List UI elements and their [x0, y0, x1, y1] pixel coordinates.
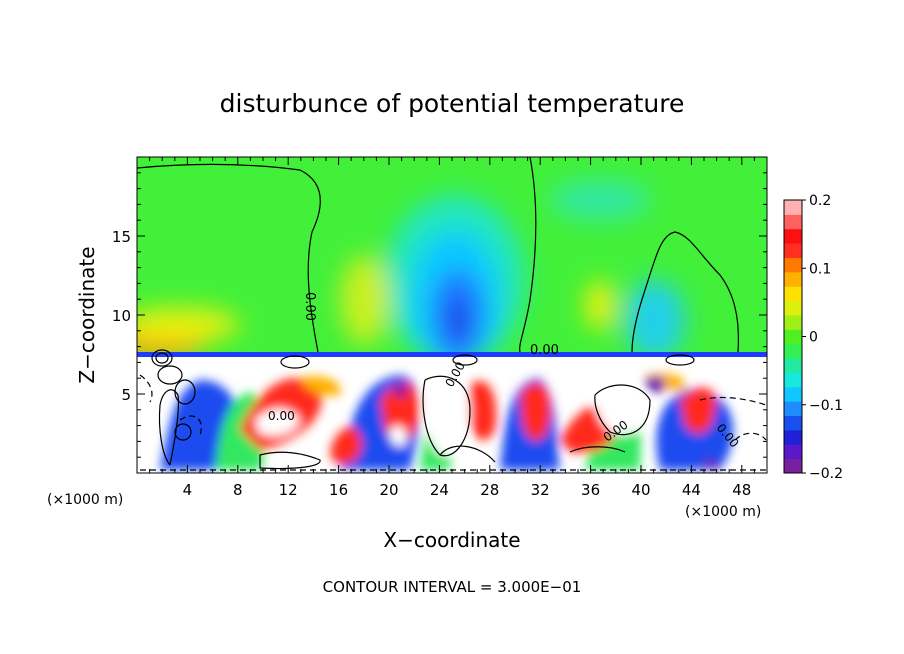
- cluster-ring-3: [157, 365, 183, 385]
- colorbar: 0.2 0.1 0 −0.1 −0.2: [783, 193, 843, 482]
- chart-title: disturbunce of potential temperature: [220, 89, 685, 118]
- yellow-patch-left: [137, 307, 240, 343]
- cyan-patch-top-right: [550, 180, 650, 220]
- x-tick-label: 36: [581, 481, 600, 499]
- y-tick-label: 15: [112, 228, 131, 246]
- colorbar-swatch: [784, 286, 802, 302]
- x-tick-label: 44: [682, 481, 701, 499]
- colorbar-swatch: [784, 401, 802, 417]
- colorbar-swatch: [784, 343, 802, 359]
- contour-cluster-mid: [280, 355, 310, 369]
- orange-edges: [300, 373, 686, 396]
- contour-lower-a: [158, 389, 180, 466]
- contour-label-lower-1: 0.00: [268, 409, 295, 423]
- contour-interval-footer: CONTOUR INTERVAL = 3.000E−01: [323, 578, 582, 596]
- colorbar-swatch: [784, 257, 802, 273]
- colorbar-swatch: [784, 429, 802, 445]
- cyan-patch-right: [625, 280, 685, 360]
- colorbar-swatch: [784, 300, 802, 316]
- x-axis: 4 8 12 16 20 24 28 32 36 40 44 48: [149, 157, 755, 499]
- colorbar-swatch: [784, 444, 802, 460]
- upper-field: [137, 180, 685, 370]
- contour-zero-left: [137, 163, 321, 353]
- x-tick-label: 28: [480, 481, 499, 499]
- contour-label-upper-right: 0.00: [530, 343, 559, 358]
- cluster-ring-4: [174, 379, 196, 405]
- colorbar-swatch: [784, 200, 802, 215]
- colorbar-swatch: [784, 386, 802, 402]
- contour-cluster-center: [452, 354, 478, 366]
- x-tick-label: 16: [329, 481, 348, 499]
- yellow-patch-mid: [340, 255, 390, 345]
- red-cells: [240, 378, 716, 465]
- contour-dashed: [139, 374, 767, 471]
- colorbar-tick-label: 0: [809, 330, 818, 346]
- x-tick-label: 24: [430, 481, 449, 499]
- colorbar-swatch: [784, 458, 802, 474]
- inversion-line: [137, 352, 767, 357]
- y-axis-label: Z−coordinate: [75, 246, 99, 383]
- blue-core: [448, 306, 468, 334]
- colorbar-swatch: [784, 329, 802, 345]
- contour-lower-c: [594, 384, 651, 436]
- contour-cluster-right: [665, 354, 695, 366]
- contour-label-vertical: 0.00: [302, 292, 317, 321]
- cluster-ring-1: [151, 349, 173, 367]
- x-tick-label: 40: [631, 481, 650, 499]
- colorbar-tick-label: −0.2: [809, 466, 843, 482]
- x-tick-label: 8: [233, 481, 243, 499]
- colorbar-tick-label: 0.2: [809, 193, 831, 209]
- colorbar-tick-label: 0.1: [809, 261, 831, 277]
- colorbar-swatch: [784, 271, 802, 287]
- x-unit-label-right: (×1000 m): [685, 504, 761, 520]
- lower-field: [160, 373, 734, 470]
- y-tick-label: 10: [112, 307, 131, 325]
- colorbar-swatch: [784, 372, 802, 388]
- x-axis-label: X−coordinate: [383, 528, 520, 552]
- colorbar-swatch: [784, 243, 802, 258]
- y-axis: 5 10 15: [112, 172, 767, 458]
- contour-lower-d: [259, 451, 321, 470]
- plot-area: [137, 157, 767, 473]
- colorbar-tick-label: −0.1: [809, 398, 843, 414]
- colorbar-swatch: [784, 214, 802, 230]
- contour-lines: [137, 157, 767, 471]
- contour-zero-mid: [519, 157, 537, 353]
- y-tick-label: 5: [121, 386, 131, 404]
- colorbar-swatch: [784, 415, 802, 431]
- cluster-ring-2: [155, 352, 169, 364]
- x-unit-label-left: (×1000 m): [47, 492, 123, 508]
- colorbar-swatch: [784, 314, 802, 330]
- x-tick-label: 4: [183, 481, 193, 499]
- x-tick-label: 32: [531, 481, 550, 499]
- x-tick-label: 12: [279, 481, 298, 499]
- contour-zero-right: [631, 231, 739, 353]
- contour-lower-f: [569, 446, 626, 453]
- colorbar-swatch: [784, 358, 802, 373]
- yellow-patch-right: [585, 280, 615, 330]
- x-tick-label: 20: [379, 481, 398, 499]
- white-holes: [255, 376, 650, 456]
- colorbar-swatch: [784, 228, 802, 244]
- x-tick-label: 48: [732, 481, 751, 499]
- contour-cluster-left: [151, 349, 196, 441]
- contour-lower-b: [422, 375, 471, 457]
- contour-lower-e: [439, 445, 496, 463]
- cluster-ring-5: [174, 423, 192, 441]
